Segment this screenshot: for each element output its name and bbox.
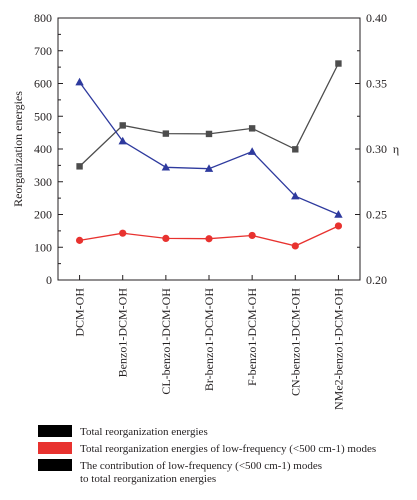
x-tick-label: DCM-OH (73, 288, 87, 337)
data-point-square (76, 163, 83, 170)
axes: 0 100 200 300 400 500 600 700 800 0.20 0.25 0.30 0.3… (11, 11, 399, 410)
legend: Total reorganization energies Total reorg… (38, 425, 376, 485)
data-point-square (162, 130, 170, 137)
data-point-triangle (75, 77, 84, 86)
y-tick-label: 800 (34, 11, 52, 25)
y2-tick-label: 0.40 (366, 11, 387, 25)
legend-label: to total reorganization energies (80, 473, 216, 485)
y-tick-label: 300 (34, 175, 52, 189)
series-layer (75, 60, 343, 250)
data-point-triangle (291, 191, 300, 200)
y2-tick-label: 0.35 (366, 77, 387, 91)
x-tick-label: NMe2-benzo1-DCM-OH (331, 288, 345, 410)
data-point-triangle (247, 147, 257, 155)
x-tick-label: Benzo1-DCM-OH (116, 288, 130, 378)
data-point-triangle (118, 136, 127, 145)
y2-tick-label: 0.30 (366, 142, 387, 156)
data-point-triangle (334, 210, 343, 218)
data-point-circle (334, 222, 343, 230)
y-tick-label: 100 (34, 240, 52, 254)
legend-label: Total reorganization energies of low-fre… (80, 443, 376, 455)
y2-axis-title: η (393, 142, 399, 156)
x-tick-label: Br-benzo1-DCM-OH (202, 288, 216, 391)
y-tick-label: 200 (34, 208, 52, 222)
x-tick-label: F-benzo1-DCM-OH (245, 288, 259, 386)
legend-label: Total reorganization energies (80, 426, 208, 438)
data-point-square (119, 122, 126, 129)
data-point-circle (75, 236, 84, 244)
y2-tick-label: 0.20 (366, 273, 387, 287)
data-point-circle (248, 231, 256, 240)
y-tick-label: 700 (34, 44, 52, 58)
y-tick-label: 500 (34, 109, 52, 123)
legend-swatch (38, 425, 72, 437)
data-point-triangle (161, 162, 171, 171)
y-axis-title: Reorganization energies (11, 91, 25, 207)
series-line-1 (79, 63, 339, 167)
y-tick-label: 0 (46, 273, 52, 287)
data-point-circle (291, 242, 299, 250)
data-point-circle (205, 235, 213, 243)
data-point-square (335, 60, 342, 67)
x-tick-label: CN-benzo1-DCM-OH (288, 288, 302, 396)
series-line-3 (79, 81, 339, 216)
data-point-square (292, 146, 299, 153)
data-point-square (248, 125, 256, 132)
data-point-circle (119, 229, 127, 237)
data-point-square (205, 130, 213, 138)
legend-swatch (38, 459, 72, 471)
legend-swatch (38, 442, 72, 454)
data-point-triangle (204, 164, 214, 172)
x-tick-label: CL-benzo1-DCM-OH (159, 288, 173, 395)
y2-tick-label: 0.25 (366, 208, 387, 222)
data-point-circle (162, 234, 170, 243)
legend-label: The contribution of low-frequency (<500 … (80, 460, 322, 472)
y-tick-label: 400 (34, 142, 52, 156)
y-tick-label: 600 (34, 77, 52, 91)
